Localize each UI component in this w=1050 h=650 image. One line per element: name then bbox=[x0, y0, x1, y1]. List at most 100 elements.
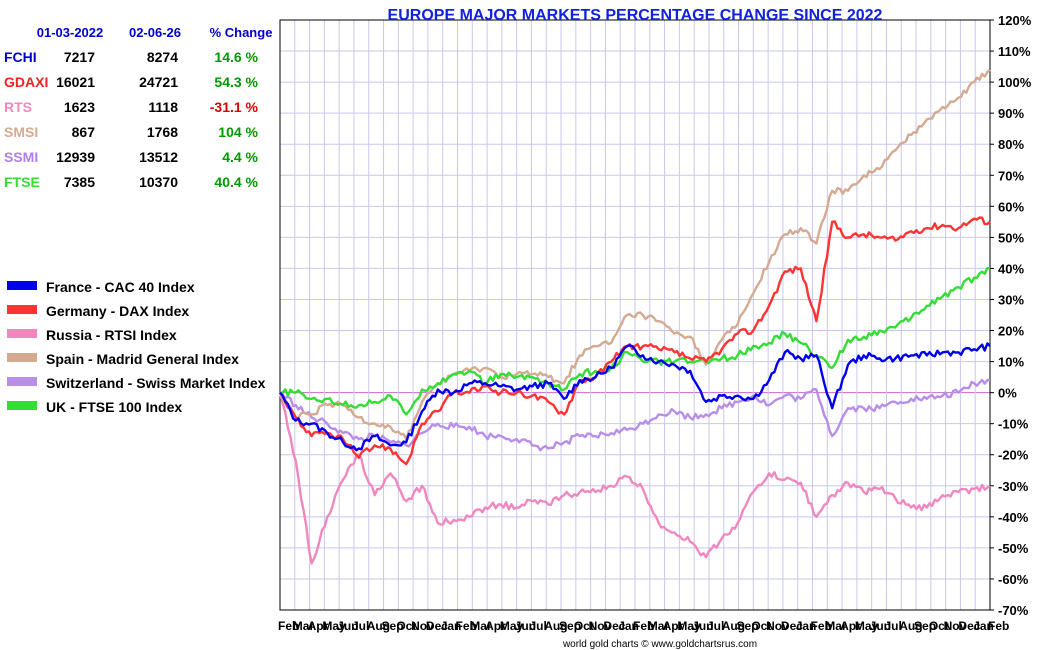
table-symbol: SMSI bbox=[4, 124, 38, 140]
x-tick-label: Feb bbox=[278, 619, 299, 633]
y-tick-label: 60% bbox=[998, 199, 1024, 214]
x-tick-label: Sep bbox=[737, 619, 759, 633]
table-change: 14.6 % bbox=[214, 49, 258, 65]
x-tick-label: May bbox=[322, 619, 346, 633]
chart-title: EUROPE MAJOR MARKETS PERCENTAGE CHANGE S… bbox=[388, 7, 883, 24]
legend-swatch bbox=[7, 305, 37, 314]
x-tick-label: Oct bbox=[929, 619, 949, 633]
x-tick-label: Jan bbox=[973, 619, 994, 633]
legend-swatch bbox=[7, 281, 37, 290]
x-tick-label: Mar bbox=[648, 619, 670, 633]
legend-label: Russia - RTSI Index bbox=[46, 327, 177, 343]
legend-label: Germany - DAX Index bbox=[46, 303, 189, 319]
x-tick-label: Oct bbox=[574, 619, 594, 633]
table-start-value: 867 bbox=[72, 124, 96, 140]
legend-label: Spain - Madrid General Index bbox=[46, 351, 239, 367]
x-tick-label: Jul bbox=[884, 619, 901, 633]
price-table: 01-03-2022 02-06-26 % Change FCHI 7217 8274 14… bbox=[4, 25, 272, 190]
x-tick-label: Jun bbox=[870, 619, 891, 633]
table-start-value: 7385 bbox=[64, 174, 95, 190]
x-tick-label: Nov bbox=[411, 619, 434, 633]
legend-label: Switzerland - Swiss Market Index bbox=[46, 375, 266, 391]
x-tick-label: Jan bbox=[618, 619, 639, 633]
x-tick-label: Apr bbox=[308, 619, 329, 633]
x-tick-label: Jun bbox=[337, 619, 358, 633]
table-change: 4.4 % bbox=[222, 149, 258, 165]
legend-swatch bbox=[7, 401, 37, 410]
y-tick-label: 110% bbox=[998, 44, 1031, 59]
table-symbol: GDAXI bbox=[4, 74, 48, 90]
x-tick-label: Feb bbox=[633, 619, 654, 633]
table-start-value: 1623 bbox=[64, 99, 95, 115]
y-tick-label: 70% bbox=[998, 168, 1024, 183]
y-tick-label: -50% bbox=[998, 541, 1029, 556]
y-tick-label: -60% bbox=[998, 572, 1029, 587]
legend-swatch bbox=[7, 377, 37, 386]
x-tick-label: Dec bbox=[603, 619, 625, 633]
x-tick-label: Jul bbox=[707, 619, 724, 633]
table-end-value: 1118 bbox=[148, 99, 178, 115]
x-tick-label: Aug bbox=[544, 619, 567, 633]
series-line-2 bbox=[278, 392, 991, 565]
table-symbol: FTSE bbox=[4, 174, 40, 190]
x-tick-label: Nov bbox=[766, 619, 789, 633]
series-line-0 bbox=[279, 342, 991, 452]
x-tick-label: Nov bbox=[589, 619, 612, 633]
table-symbol: RTS bbox=[4, 99, 32, 115]
x-tick-label: Sep bbox=[914, 619, 936, 633]
series-layer bbox=[278, 68, 991, 565]
legend: France - CAC 40 Index Germany - DAX Index… bbox=[7, 279, 266, 415]
x-tick-label: Mar bbox=[825, 619, 847, 633]
y-tick-label: 0% bbox=[998, 386, 1017, 401]
table-change: 40.4 % bbox=[214, 174, 258, 190]
x-tick-label: Aug bbox=[722, 619, 745, 633]
table-end-value: 10370 bbox=[139, 174, 178, 190]
x-tick-label: Aug bbox=[367, 619, 390, 633]
x-tick-label: Apr bbox=[840, 619, 861, 633]
plot-area bbox=[279, 19, 991, 611]
table-start-value: 7217 bbox=[64, 49, 95, 65]
grid bbox=[280, 19, 990, 611]
x-tick-label: Jun bbox=[515, 619, 536, 633]
x-tick-label: Mar bbox=[293, 619, 315, 633]
x-tick-label: Sep bbox=[382, 619, 404, 633]
table-end-value: 1768 bbox=[147, 124, 178, 140]
x-tick-label: Jan bbox=[796, 619, 817, 633]
x-tick-label: Dec bbox=[426, 619, 448, 633]
x-tick-label: Feb bbox=[988, 619, 1009, 633]
legend-swatch bbox=[7, 329, 37, 338]
legend-label: UK - FTSE 100 Index bbox=[46, 399, 182, 415]
table-symbol: SSMI bbox=[4, 149, 38, 165]
table-end-value: 24721 bbox=[139, 74, 178, 90]
y-tick-label: 120% bbox=[998, 13, 1032, 28]
x-tick-label: May bbox=[677, 619, 701, 633]
x-tick-label: Sep bbox=[559, 619, 581, 633]
table-change: -31.1 % bbox=[210, 99, 259, 115]
y-axis: 120% 110% 100% 90% 80% 70% 60% 50% 40% 30% 20% 10% 0… bbox=[990, 13, 1032, 618]
x-tick-label: Jul bbox=[529, 619, 546, 633]
x-tick-label: Feb bbox=[811, 619, 832, 633]
y-tick-label: -30% bbox=[998, 479, 1029, 494]
x-tick-label: Jun bbox=[692, 619, 713, 633]
x-tick-label: Oct bbox=[751, 619, 771, 633]
footer-credit: world gold charts © www.goldchartsrus.co… bbox=[562, 639, 757, 650]
table-end-value: 13512 bbox=[139, 149, 178, 165]
x-tick-label: Feb bbox=[456, 619, 477, 633]
y-tick-label: 10% bbox=[998, 355, 1024, 370]
x-tick-label: Jul bbox=[352, 619, 369, 633]
y-tick-label: 90% bbox=[998, 106, 1024, 121]
y-tick-label: 100% bbox=[998, 75, 1032, 90]
x-tick-label: Apr bbox=[663, 619, 684, 633]
table-end-value: 8274 bbox=[147, 49, 178, 65]
table-header: 01-03-2022 bbox=[37, 25, 104, 40]
table-change: 54.3 % bbox=[214, 74, 258, 90]
x-tick-label: Oct bbox=[396, 619, 416, 633]
table-header: % Change bbox=[210, 25, 273, 40]
x-axis: FebMarAprMayJunJulAugSepOctNovDecJanFebM… bbox=[278, 619, 1009, 633]
series-line-5 bbox=[279, 266, 991, 416]
legend-swatch bbox=[7, 353, 37, 362]
series-line-4 bbox=[279, 378, 991, 452]
x-tick-label: May bbox=[500, 619, 524, 633]
y-tick-label: -40% bbox=[998, 510, 1029, 525]
